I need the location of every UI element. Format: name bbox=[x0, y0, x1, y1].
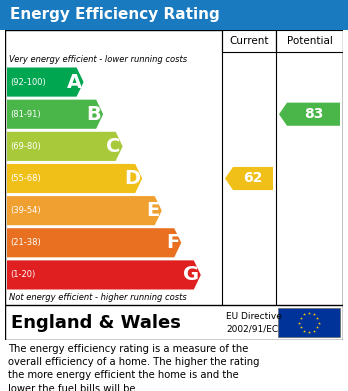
Text: Potential: Potential bbox=[286, 36, 332, 46]
Text: (1-20): (1-20) bbox=[10, 271, 35, 280]
Text: E: E bbox=[147, 201, 160, 220]
Text: England & Wales: England & Wales bbox=[11, 314, 181, 332]
Text: G: G bbox=[183, 265, 199, 284]
Text: (55-68): (55-68) bbox=[10, 174, 41, 183]
Text: A: A bbox=[66, 73, 82, 91]
Polygon shape bbox=[7, 260, 201, 289]
Polygon shape bbox=[225, 167, 273, 190]
Polygon shape bbox=[7, 68, 84, 97]
Polygon shape bbox=[7, 100, 103, 129]
Text: F: F bbox=[166, 233, 179, 252]
Text: (81-91): (81-91) bbox=[10, 110, 41, 119]
Polygon shape bbox=[7, 228, 181, 257]
Text: 83: 83 bbox=[304, 107, 323, 121]
Text: D: D bbox=[124, 169, 140, 188]
Bar bbox=[222, 30, 276, 52]
Polygon shape bbox=[7, 196, 162, 225]
Text: (39-54): (39-54) bbox=[10, 206, 41, 215]
Text: Current: Current bbox=[229, 36, 269, 46]
Text: (69-80): (69-80) bbox=[10, 142, 41, 151]
Text: The energy efficiency rating is a measure of the
overall efficiency of a home. T: The energy efficiency rating is a measur… bbox=[8, 344, 260, 391]
Polygon shape bbox=[7, 132, 122, 161]
Bar bbox=[278, 308, 340, 337]
Text: Energy Efficiency Rating: Energy Efficiency Rating bbox=[10, 7, 220, 23]
Text: C: C bbox=[106, 137, 121, 156]
Text: (92-100): (92-100) bbox=[10, 77, 46, 86]
Polygon shape bbox=[7, 164, 142, 193]
Text: 62: 62 bbox=[243, 172, 263, 185]
Text: Not energy efficient - higher running costs: Not energy efficient - higher running co… bbox=[9, 294, 187, 303]
Text: EU Directive: EU Directive bbox=[226, 312, 282, 321]
Bar bbox=[276, 30, 343, 52]
Text: B: B bbox=[86, 105, 101, 124]
Text: Very energy efficient - lower running costs: Very energy efficient - lower running co… bbox=[9, 54, 187, 63]
Polygon shape bbox=[279, 103, 340, 126]
Text: (21-38): (21-38) bbox=[10, 238, 41, 247]
Text: 2002/91/EC: 2002/91/EC bbox=[226, 324, 278, 333]
